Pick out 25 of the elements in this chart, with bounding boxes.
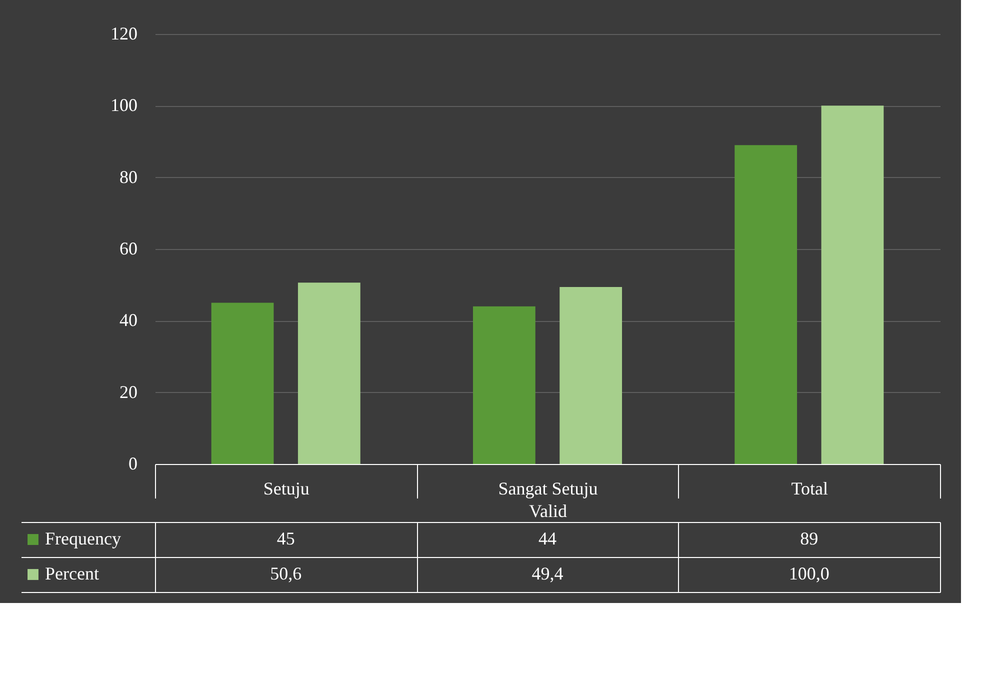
y-tick-label: 120 bbox=[110, 24, 138, 44]
bar bbox=[560, 286, 622, 464]
bar bbox=[821, 106, 884, 464]
legend-label: Frequency bbox=[45, 528, 121, 548]
y-tick-label: 100 bbox=[110, 95, 138, 116]
x-tick-label: Sangat Setuju bbox=[498, 478, 598, 498]
y-tick-label: 60 bbox=[120, 238, 138, 258]
data-label: 89 bbox=[800, 528, 818, 548]
data-label: 44 bbox=[538, 528, 556, 548]
bar bbox=[472, 306, 536, 464]
y-tick-label: 80 bbox=[120, 166, 138, 187]
y-tick-label: 0 bbox=[128, 454, 138, 474]
x-axis-title: Valid bbox=[529, 501, 567, 521]
x-tick-label: Setuju bbox=[263, 478, 310, 498]
bar bbox=[734, 145, 798, 464]
bar bbox=[298, 282, 360, 464]
y-tick-label: 20 bbox=[120, 382, 138, 402]
data-label: 50,6 bbox=[270, 564, 302, 584]
y-tick-label: 40 bbox=[120, 310, 138, 330]
data-label: 100,0 bbox=[788, 564, 830, 584]
bar bbox=[211, 302, 274, 464]
legend-label: Percent bbox=[45, 564, 99, 584]
x-tick-label: Total bbox=[791, 478, 828, 498]
data-label: 45 bbox=[276, 528, 295, 548]
data-label: 49,4 bbox=[532, 564, 564, 584]
